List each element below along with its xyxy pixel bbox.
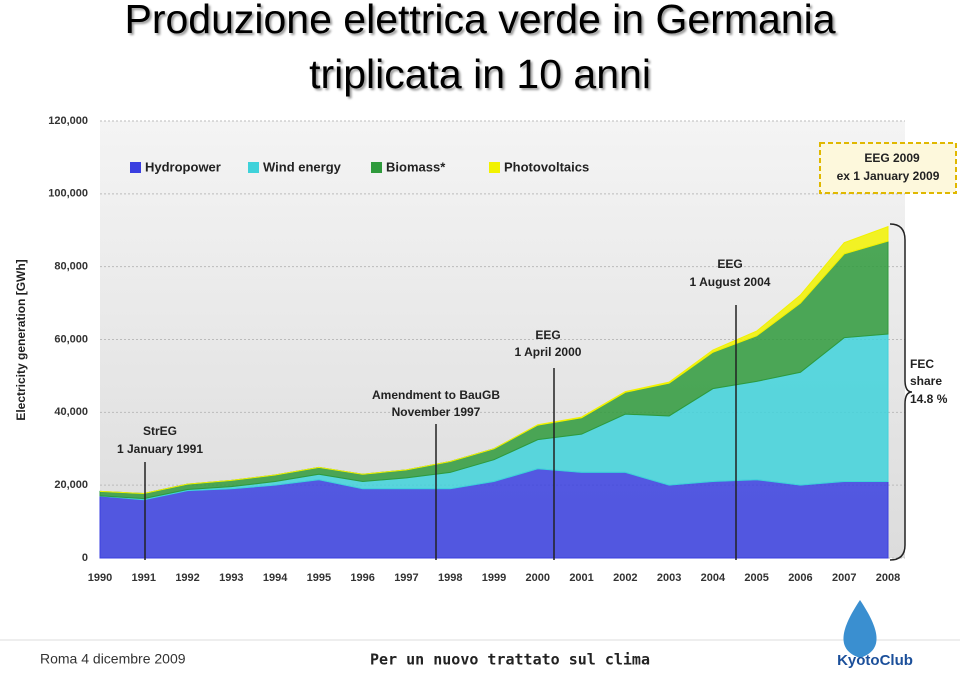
x-tick-label: 1998 (438, 572, 462, 584)
legend-label: Wind energy (263, 159, 342, 174)
annotations (144, 223, 913, 561)
legend-swatch (371, 162, 382, 173)
x-tick-label: 1993 (219, 572, 243, 584)
y-tick-label: 100,000 (48, 188, 88, 200)
x-tick-label: 2004 (701, 572, 726, 584)
x-tick-label: 1991 (132, 572, 156, 584)
annotation: 1 August 2004 (690, 275, 771, 289)
annotation: November 1997 (392, 405, 481, 419)
y-axis-label: Electricity generation [GWh] (14, 259, 28, 420)
callout-box (819, 142, 957, 194)
area (99, 225, 889, 495)
x-tick-label: 1999 (482, 572, 506, 584)
footer-center: Per un nuovo trattato sul clima (370, 651, 650, 669)
x-tick-label: 1997 (394, 572, 418, 584)
x-tick-label: 1994 (263, 572, 288, 584)
legend-swatch (489, 162, 500, 173)
annotation: EEG 2009 (864, 151, 920, 165)
y-tick-label: 60,000 (54, 333, 88, 345)
footer-left: Roma 4 dicembre 2009 (40, 651, 186, 667)
annotation: 1 April 2000 (515, 345, 582, 359)
x-tick-label: 2003 (657, 572, 681, 584)
plot: 0 20,000 40,000 60,000 80,000 100,000 120,000 1… (48, 115, 905, 584)
annotation: StrEG (143, 424, 177, 438)
legend-label: Biomass* (386, 159, 446, 174)
annotation: EEG (535, 328, 560, 342)
y-tick-label: 120,000 (48, 115, 88, 127)
x-tick-label: 1996 (350, 572, 374, 584)
brace (889, 223, 913, 561)
legend-swatch (130, 162, 141, 173)
x-tick-label: 2007 (832, 572, 856, 584)
x-tick-label: 2000 (526, 572, 550, 584)
logo: KyotoClub (837, 652, 913, 669)
x-tick-label: 2008 (876, 572, 900, 584)
title: triplicata in 10 anni (309, 51, 651, 97)
legend-label: Photovoltaics (504, 159, 589, 174)
legend-label: Hydropower (145, 159, 221, 174)
annotation: share (910, 374, 942, 388)
x-tick-label: 2001 (569, 572, 593, 584)
x-tick-label: 2006 (788, 572, 812, 584)
annotation: 1 January 1991 (117, 442, 203, 456)
annotation: 14.8 % (910, 392, 948, 406)
annotation: ex 1 January 2009 (837, 169, 940, 183)
logo-drop (843, 600, 877, 658)
y-tick-label: 20,000 (54, 479, 88, 491)
x-tick-label: 1995 (307, 572, 331, 584)
x-tick-label: 1992 (175, 572, 199, 584)
legend-swatch (248, 162, 259, 173)
x-tick-label: 2002 (613, 572, 637, 584)
x-tick-label: 2005 (744, 572, 768, 584)
y-tick-label: 80,000 (54, 261, 88, 273)
legend: Hydropower Wind energy Biomass* Photovoltai… (130, 159, 589, 174)
y-tick-label: 40,000 (54, 406, 88, 418)
annotation: EEG (717, 257, 742, 271)
annotation: Amendment to BauGB (372, 388, 500, 402)
x-tick-label: 1990 (88, 572, 112, 584)
y-tick-label: 0 (82, 552, 88, 564)
title: Produzione elettrica verde in Germania (124, 0, 835, 42)
annotation: FEC (910, 357, 934, 371)
